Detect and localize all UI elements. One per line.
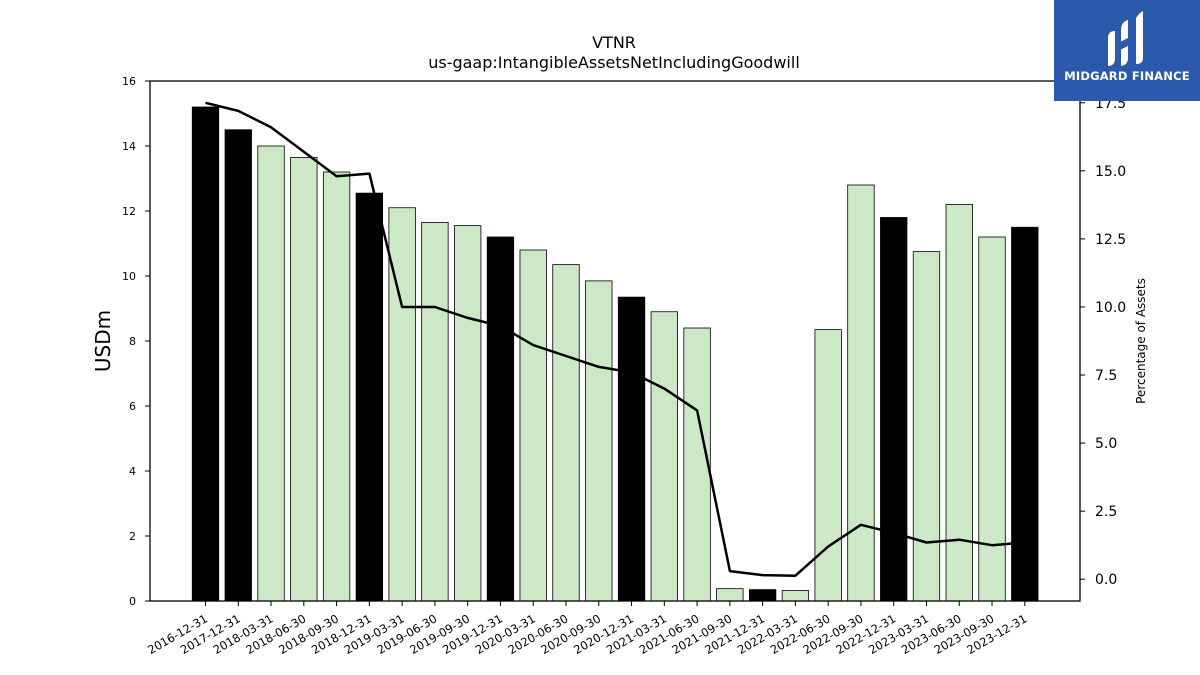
bar-2020-06-30 xyxy=(552,264,580,602)
y-tick-label: 10 xyxy=(122,270,136,283)
logo: MIDGARD FINANCE xyxy=(1054,0,1200,101)
bar-2022-12-31 xyxy=(880,217,908,602)
bar-2021-09-30 xyxy=(716,588,744,602)
bar-2018-12-31 xyxy=(355,192,384,602)
line-layer xyxy=(205,101,1025,577)
logo-mark-icon xyxy=(1108,11,1143,66)
bar-2023-09-30 xyxy=(978,236,1006,602)
bar-2020-03-31 xyxy=(519,249,547,602)
y-tick-label: 6 xyxy=(129,400,136,413)
bar-2023-12-31 xyxy=(1011,226,1039,602)
bar-2017-12-31 xyxy=(224,129,252,602)
bar-2020-09-30 xyxy=(585,280,613,602)
y2-tick-label: 12.5 xyxy=(1095,232,1126,248)
bar-2016-12-31 xyxy=(191,106,220,602)
logo-text: MIDGARD FINANCE xyxy=(1064,69,1190,83)
y-tick-label: 14 xyxy=(122,140,136,153)
bar-2023-06-30 xyxy=(945,204,973,602)
y-tick-label: 12 xyxy=(122,205,136,218)
pct-assets-line xyxy=(205,101,1025,577)
bar-2018-06-30 xyxy=(290,156,318,602)
y2-tick-label: 2.5 xyxy=(1095,504,1117,520)
y-tick-label: 8 xyxy=(129,335,136,348)
y-tick-label: 0 xyxy=(129,595,136,608)
y2-tick-label: 10.0 xyxy=(1095,300,1126,316)
plot-frame xyxy=(149,80,1081,602)
bar-2021-03-31 xyxy=(650,311,678,602)
y-tick-label: 2 xyxy=(129,530,136,543)
bar-2022-06-30 xyxy=(814,329,842,602)
bar-2019-06-30 xyxy=(421,221,449,602)
y-axis-label: USDm xyxy=(91,310,115,372)
bar-2018-03-31 xyxy=(257,145,285,602)
y2-tick-label: 0.0 xyxy=(1095,572,1117,588)
chart-title: VTNR xyxy=(592,33,636,52)
bar-2022-03-31 xyxy=(781,590,810,602)
bar-2019-12-31 xyxy=(486,236,515,602)
y2-tick-label: 7.5 xyxy=(1095,368,1117,384)
bar-2021-12-31 xyxy=(748,589,777,602)
bar-2020-12-31 xyxy=(617,296,646,602)
y-tick-label: 4 xyxy=(129,465,136,478)
y2-tick-label: 15.0 xyxy=(1095,164,1126,180)
y-tick-label: 16 xyxy=(122,75,136,88)
bar-2019-09-30 xyxy=(454,225,482,602)
bar-2022-09-30 xyxy=(847,184,875,602)
bar-2021-06-30 xyxy=(683,327,711,602)
bars-layer xyxy=(191,106,1039,602)
y2-axis-label: Percentage of Assets xyxy=(1134,278,1148,404)
y2-tick-label: 5.0 xyxy=(1095,436,1117,452)
bar-2023-03-31 xyxy=(912,251,941,602)
bar-2018-09-30 xyxy=(322,171,351,602)
chart-subtitle: us-gaap:IntangibleAssetsNetIncludingGood… xyxy=(428,53,800,72)
